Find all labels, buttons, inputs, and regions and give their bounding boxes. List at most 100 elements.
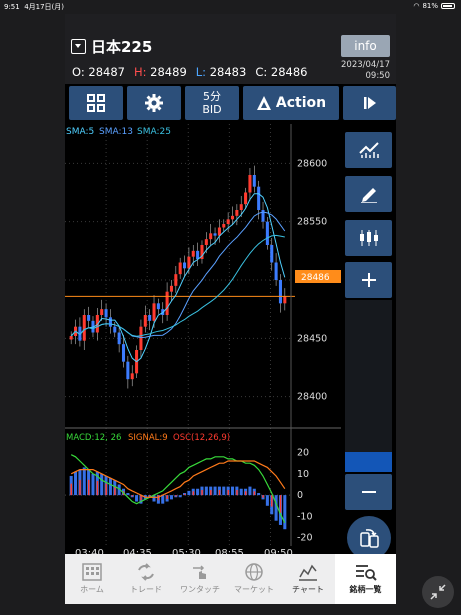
candle-body <box>178 262 182 275</box>
macd-histogram-bar <box>187 490 191 496</box>
legend-signal: SIGNAL:9 <box>128 433 168 443</box>
candle-body <box>174 274 178 286</box>
candle-body <box>235 210 239 216</box>
macd-histogram-bar <box>213 486 217 496</box>
macd-osc-tick <box>210 490 212 496</box>
candle-body <box>108 317 112 327</box>
macd-tick: -20 <box>297 533 313 544</box>
candle-body <box>113 326 117 333</box>
tab-chart[interactable]: チャート <box>281 554 335 604</box>
exchange-icon <box>138 563 154 581</box>
bottom-tab-bar: ホーム トレード ワンタッチ マーケット チャート 銘柄一覧 <box>65 554 396 604</box>
gear-icon <box>145 94 163 112</box>
signal-line <box>70 460 286 498</box>
macd-histogram-bar <box>169 495 173 500</box>
macd-osc-tick <box>175 495 177 497</box>
macd-tick: 20 <box>297 448 309 459</box>
zoom-slider-thumb[interactable] <box>345 452 392 472</box>
candle-body <box>104 309 108 318</box>
tab-one-touch[interactable]: ワンタッチ <box>173 554 227 604</box>
legend-sma25: SMA:25 <box>137 127 171 137</box>
macd-osc-tick <box>271 495 273 507</box>
price-side-label: BID <box>202 103 222 116</box>
layout-button[interactable] <box>69 86 123 120</box>
candlestick-icon <box>359 230 378 246</box>
time-axis: 03:40 04:35 05:30 08:55 09:50 <box>65 546 341 560</box>
info-button[interactable]: info <box>341 35 390 57</box>
status-time: 9:51 4月17日(月) <box>4 3 65 11</box>
playback-button[interactable] <box>343 86 396 120</box>
candle-body <box>278 280 282 304</box>
tab-home[interactable]: ホーム <box>65 554 119 604</box>
home-grid-icon <box>82 563 102 581</box>
candle-body <box>95 315 99 333</box>
macd-histogram-bar <box>82 467 86 496</box>
candle-body <box>270 245 274 263</box>
candle-body <box>130 373 134 380</box>
chart-icon <box>299 564 317 581</box>
tab-trade[interactable]: トレード <box>119 554 173 604</box>
drawing-tool-button[interactable] <box>345 176 392 212</box>
candle-body <box>274 262 278 280</box>
zoom-in-button[interactable] <box>345 262 392 298</box>
macd-tick: 10 <box>297 469 309 480</box>
macd-osc-tick <box>140 495 142 501</box>
macd-osc-tick <box>70 483 73 496</box>
macd-histogram-bar <box>239 488 243 496</box>
macd-osc-tick <box>201 490 203 496</box>
macd-histogram-bar <box>283 495 287 530</box>
candle-body <box>252 175 256 187</box>
candle-body <box>117 332 121 345</box>
indicator-button[interactable] <box>345 132 392 168</box>
macd-osc-tick <box>114 486 116 496</box>
plus-icon <box>361 273 376 287</box>
settings-button[interactable] <box>127 86 181 120</box>
zoom-slider[interactable] <box>345 300 392 472</box>
tab-market[interactable]: マーケット <box>227 554 281 604</box>
rotate-icon <box>360 529 379 548</box>
macd-osc-tick <box>236 490 238 496</box>
x-tick-1: 03:40 <box>75 548 104 559</box>
chart-svg[interactable]: SMA:5 SMA:13 SMA:25 MACD:12, 26 SIGNAL:9… <box>65 124 341 546</box>
rotate-device-button[interactable] <box>347 516 391 560</box>
candle-body <box>244 192 248 205</box>
symbol-name: 日本225 <box>91 38 153 56</box>
globe-icon <box>245 563 263 581</box>
chart-toolbar: 5分 BID Action <box>65 86 396 120</box>
chart-type-button[interactable] <box>345 220 392 256</box>
macd-histogram-bar <box>117 484 121 496</box>
macd-osc-tick <box>166 495 168 499</box>
grid-icon <box>87 94 105 112</box>
chart-sidepanel <box>341 124 396 560</box>
candle-body <box>69 336 73 340</box>
dropdown-icon[interactable] <box>71 39 86 54</box>
zoom-out-button[interactable] <box>345 474 392 510</box>
tap-icon <box>193 565 206 579</box>
macd-histogram-bar <box>126 493 130 496</box>
chart-header: 日本225 info O: 28487 H: 28489 L: 28483 C:… <box>65 14 396 84</box>
x-tick-2: 04:35 <box>123 548 152 559</box>
macd-histogram-bar <box>100 473 104 496</box>
low-value: 28483 <box>209 65 247 79</box>
candle-body <box>100 309 104 315</box>
candle-body <box>200 245 204 259</box>
timeframe-label: 5分 <box>203 90 221 103</box>
x-tick-5: 09:50 <box>264 548 293 559</box>
candle-body <box>82 315 86 341</box>
macd-histogram-bar <box>178 495 182 498</box>
macd-osc-tick <box>192 491 195 496</box>
action-button[interactable]: Action <box>243 86 339 120</box>
pencil-icon <box>360 188 377 203</box>
chart-area[interactable]: SMA:5 SMA:13 SMA:25 MACD:12, 26 SIGNAL:9… <box>65 124 341 546</box>
tab-symbol-list[interactable]: 銘柄一覧 <box>335 554 396 604</box>
macd-histogram-bar <box>108 478 112 496</box>
ohlc-readout: O: 28487 H: 28489 L: 28483 C: 28486 <box>72 65 308 79</box>
legend-osc: OSC(12,26,9) <box>173 433 230 443</box>
candle-body <box>257 186 261 210</box>
macd-histogram-bar <box>135 495 139 502</box>
collapse-button[interactable] <box>422 576 454 608</box>
triangle-icon <box>256 96 271 110</box>
timeframe-bid-button[interactable]: 5分 BID <box>185 86 239 120</box>
symbol-selector[interactable]: 日本225 <box>71 36 152 57</box>
candle-body <box>191 250 195 257</box>
